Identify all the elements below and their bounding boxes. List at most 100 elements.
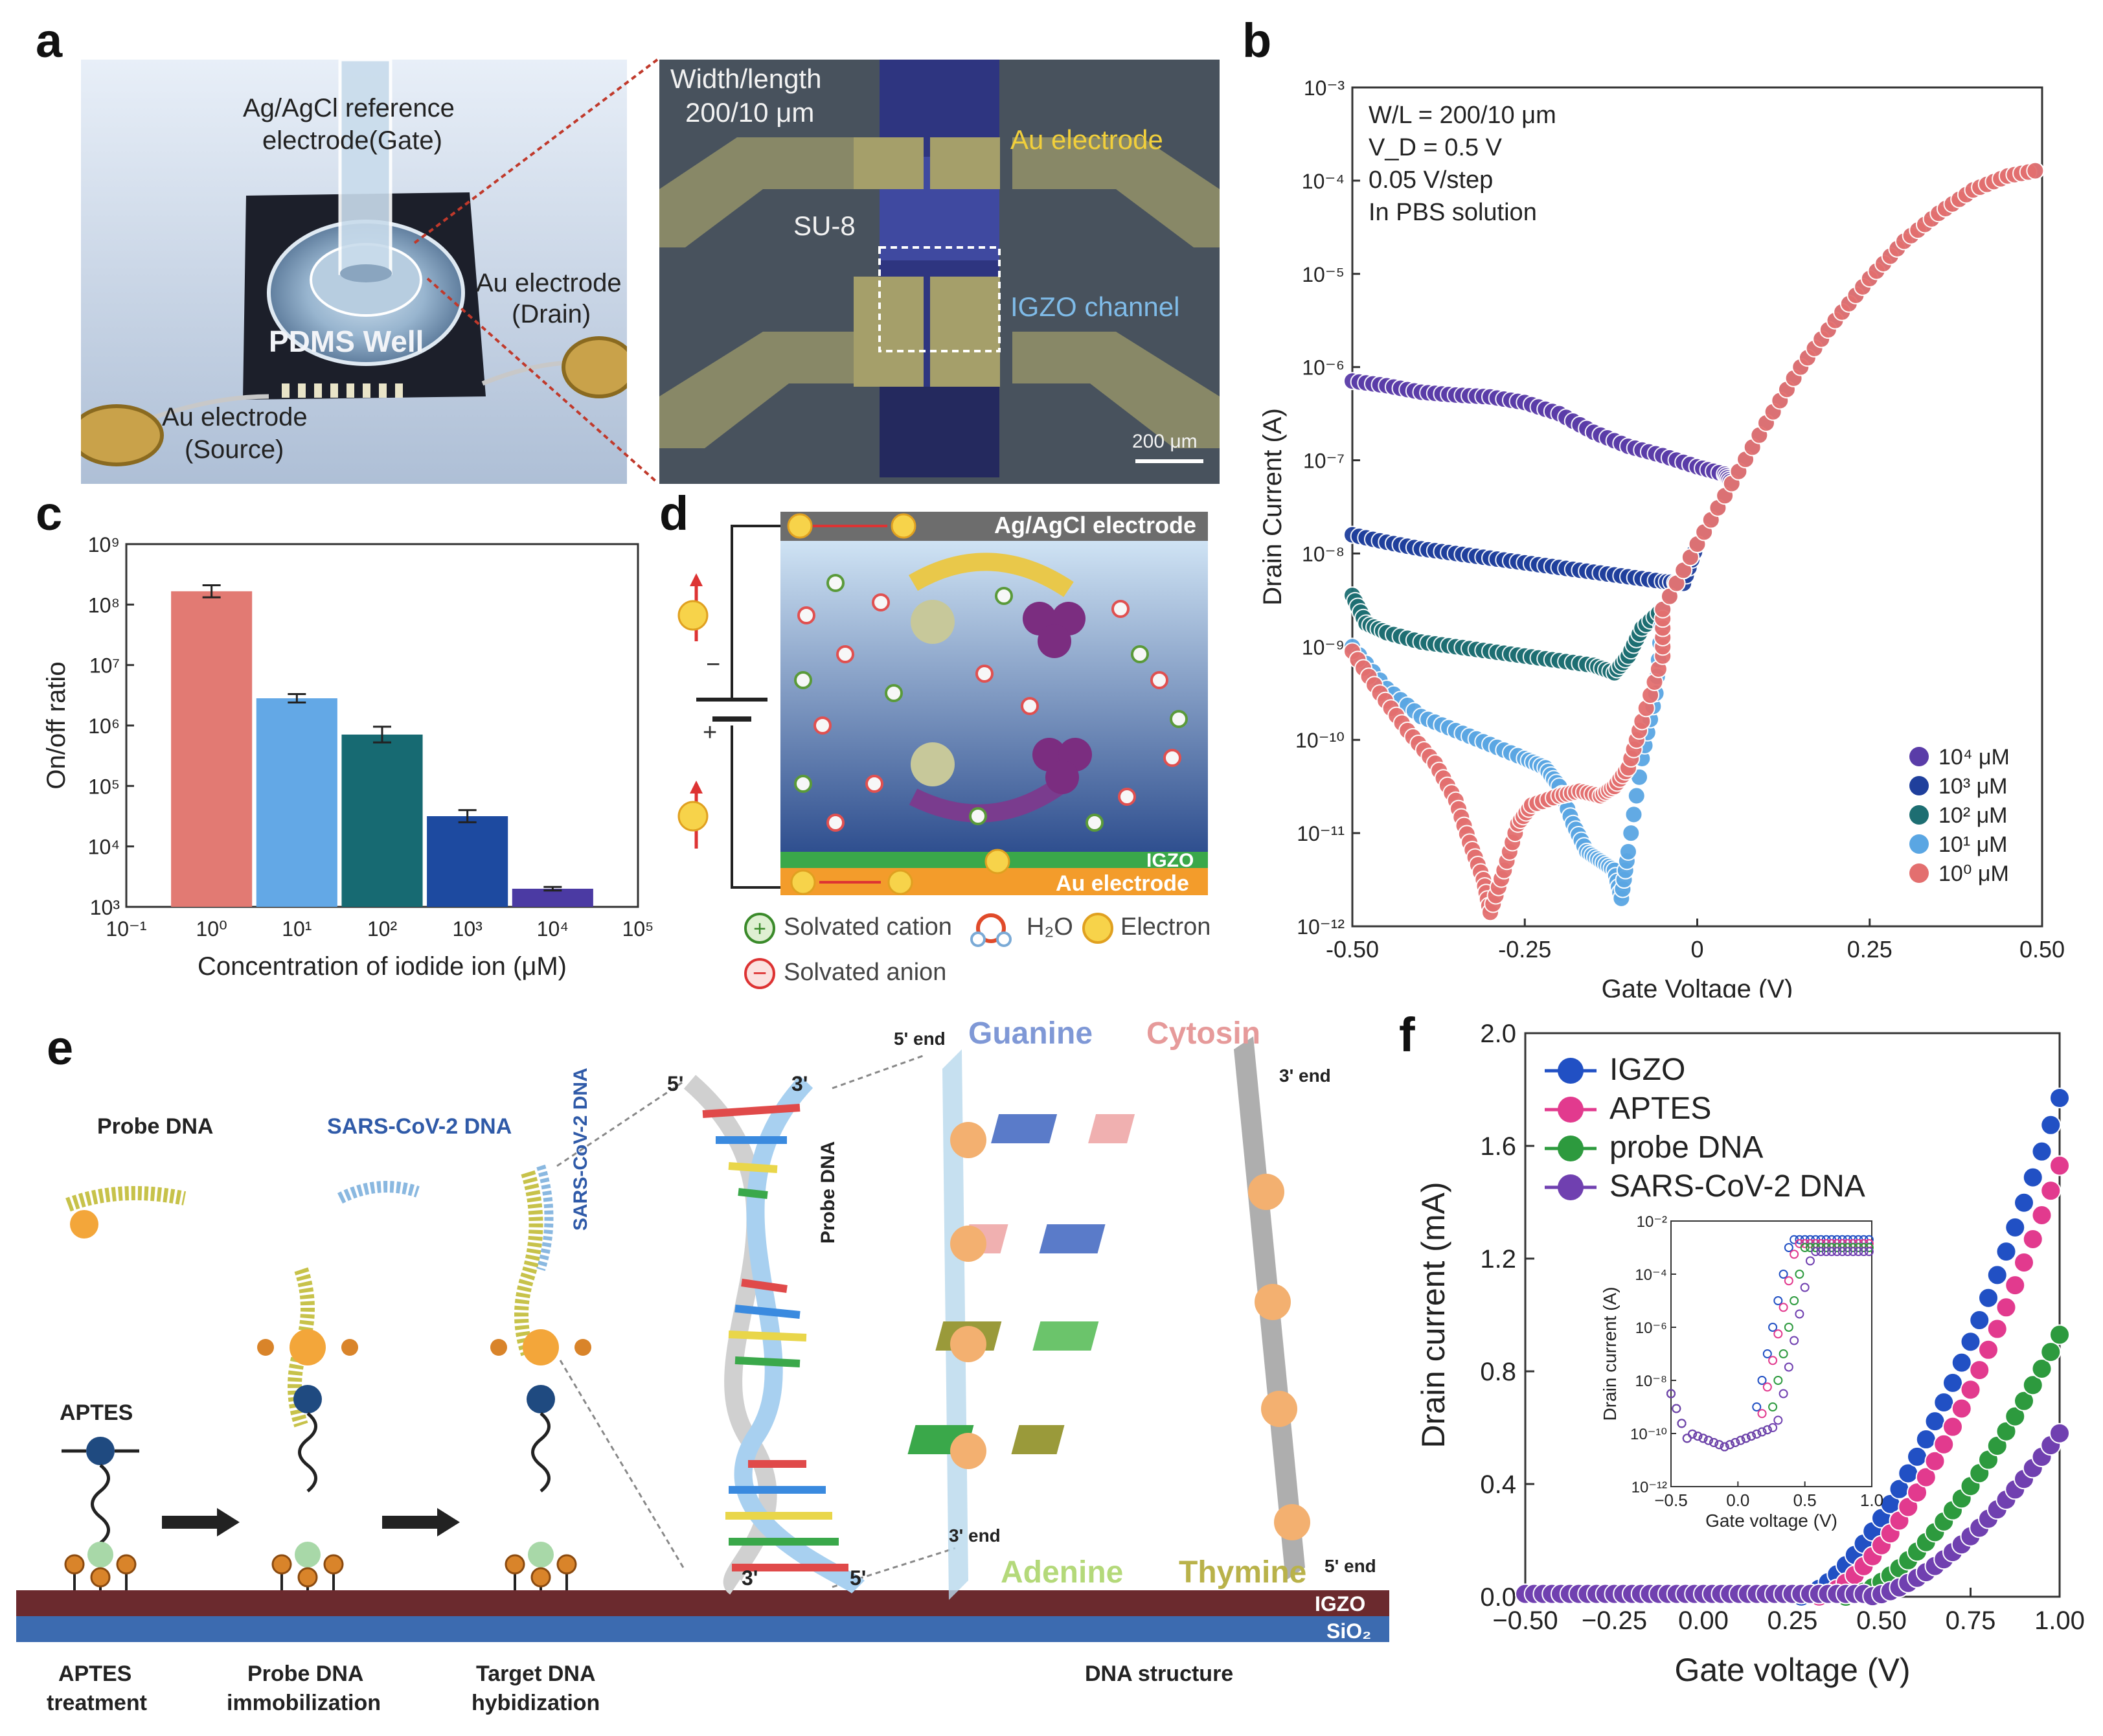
label-width-length: Width/length bbox=[670, 63, 822, 94]
chart-f-point bbox=[1995, 1241, 2017, 1262]
label-dimensions: 200/10 μm bbox=[685, 97, 815, 128]
chart-f-point bbox=[1978, 1287, 1999, 1308]
chart-f-inset-point bbox=[1666, 1389, 1676, 1399]
chart-f-inset-point bbox=[1779, 1270, 1788, 1279]
chart-b-ytick-label: 10⁻⁸ bbox=[1302, 542, 1345, 565]
legend-solvated-cation: Solvated cation bbox=[784, 913, 952, 941]
chart-f-inset-point bbox=[1703, 1435, 1713, 1445]
panel-label-b: b bbox=[1242, 14, 1272, 67]
chart-c-xlabel: Concentration of iodide ion (μM) bbox=[198, 952, 567, 981]
chart-f-inset-point bbox=[1821, 1247, 1831, 1257]
panel-label-a: a bbox=[36, 14, 63, 67]
chart-f-inset-point bbox=[1709, 1437, 1719, 1447]
chart-f-inset-point bbox=[1827, 1247, 1836, 1257]
step-4-label: DNA structure bbox=[1085, 1662, 1234, 1686]
step-2-label-b: immobilization bbox=[227, 1691, 381, 1715]
chart-f-inset-xtick-label: 1.0 bbox=[1860, 1490, 1883, 1510]
chart-b-ytick-label: 10⁻¹² bbox=[1297, 915, 1345, 939]
chart-f-xtick-label: 0.00 bbox=[1678, 1606, 1729, 1635]
chart-f-point bbox=[1924, 1411, 1946, 1432]
chart-f-inset-point bbox=[1864, 1247, 1874, 1257]
chart-f-inset-point bbox=[1779, 1349, 1788, 1358]
chart-b-legend-label: 10⁰ μM bbox=[1938, 862, 2009, 886]
strand-label-probe: Probe DNA bbox=[817, 1141, 839, 1244]
chart-f-point bbox=[2014, 1192, 2034, 1213]
chart-b-annotation: V_D = 0.5 V bbox=[1369, 134, 1503, 161]
label-adenine: Adenine bbox=[1001, 1555, 1124, 1590]
chart-f-point bbox=[1942, 1372, 1963, 1393]
chart-c-ytick-label: 10⁹ bbox=[88, 533, 120, 556]
chart-b-legend-label: 10³ μM bbox=[1938, 774, 2008, 799]
chart-f-inset-point bbox=[1757, 1427, 1767, 1437]
chart-f-inset-point bbox=[1725, 1440, 1734, 1450]
label-3-end-top: 3' end bbox=[1279, 1066, 1331, 1086]
chart-f-inset-point bbox=[1773, 1329, 1783, 1339]
chart-f-inset-point bbox=[1790, 1296, 1799, 1305]
chart-f-legend-marker bbox=[1558, 1136, 1584, 1161]
chart-b-xtick-label: 0.50 bbox=[2019, 936, 2065, 963]
chart-c-xtick-label: 10² bbox=[367, 917, 398, 941]
chart-f-legend-label: IGZO bbox=[1609, 1053, 1685, 1087]
chart-f-point bbox=[2040, 1114, 2062, 1136]
chart-f-point bbox=[1978, 1339, 1999, 1360]
chart-b-ytick-label: 10⁻¹⁰ bbox=[1295, 729, 1345, 752]
chart-b-annotation: In PBS solution bbox=[1369, 199, 1537, 226]
label-source-electrode: Au electrode bbox=[162, 403, 308, 431]
chart-f-inset-point bbox=[1757, 1376, 1767, 1385]
chart-f-point bbox=[1924, 1450, 1946, 1472]
aptes-molecule bbox=[62, 1437, 139, 1590]
strand-label-sars: SARS-CoV-2 DNA bbox=[570, 1068, 591, 1231]
chart-c-bar bbox=[341, 735, 423, 907]
chart-c-bar bbox=[256, 698, 337, 907]
battery-minus: − bbox=[706, 651, 721, 678]
chart-b-legend-marker bbox=[1909, 776, 1929, 795]
chart-f-inset-point bbox=[1811, 1247, 1821, 1257]
chart-f-inset-point bbox=[1832, 1247, 1842, 1257]
schematic-d-drawing bbox=[677, 512, 1208, 895]
channel-micrograph bbox=[659, 60, 1220, 484]
schematic-d-legend-icons: + − bbox=[744, 913, 1113, 989]
chart-f-point bbox=[2031, 1358, 2052, 1380]
chart-f-ytick-label: 0.8 bbox=[1480, 1358, 1516, 1386]
chart-f-inset-point bbox=[1784, 1362, 1793, 1372]
label-probe-dna: Probe DNA bbox=[97, 1114, 214, 1139]
chart-f: −0.50 −0.25 0.00 0.25 0.50 0.75 1.00 0.0 0.4 0.8 1… bbox=[1415, 1020, 2085, 1688]
chart-f-point bbox=[1951, 1398, 1972, 1419]
chart-f-inset-point bbox=[1762, 1425, 1772, 1435]
chart-f-xtick-label: 1.00 bbox=[2034, 1606, 2085, 1635]
chart-f-inset-xtick-label: −0.5 bbox=[1654, 1490, 1687, 1510]
chart-f-legend-marker bbox=[1558, 1097, 1584, 1123]
chart-f-inset-ytick-label: 10⁻² bbox=[1637, 1213, 1667, 1231]
step-2-label-a: Probe DNA bbox=[247, 1662, 364, 1686]
chart-f-inset-point bbox=[1800, 1243, 1810, 1252]
chart-f-inset-ytick-label: 10⁻⁴ bbox=[1635, 1266, 1667, 1284]
label-agagcl-electrode: Ag/AgCl electrode bbox=[994, 512, 1197, 538]
helix-5prime-bottom: 5' bbox=[850, 1566, 867, 1590]
chart-c-xtick-label: 10⁻¹ bbox=[106, 917, 146, 941]
scale-bar-label: 200 μm bbox=[1132, 431, 1198, 452]
chart-f-point bbox=[2022, 1228, 2043, 1250]
label-au-electrode-d: Au electrode bbox=[1056, 871, 1189, 896]
label-igzo-channel: IGZO channel bbox=[1010, 291, 1180, 322]
chart-b-legend-marker bbox=[1909, 834, 1929, 854]
label-su8: SU-8 bbox=[793, 211, 856, 241]
chart-f-inset-point bbox=[1784, 1243, 1793, 1252]
svg-text:−: − bbox=[753, 960, 767, 987]
chart-b-ytick-label: 10⁻⁵ bbox=[1302, 263, 1345, 286]
label-thymine: Thymine bbox=[1179, 1555, 1307, 1590]
chart-f-inset-point bbox=[1688, 1429, 1698, 1439]
label-drain-electrode: Au electrode bbox=[476, 269, 622, 297]
probe-immobilized bbox=[257, 1267, 358, 1590]
chart-f-xlabel: Gate voltage (V) bbox=[1674, 1652, 1910, 1688]
chart-c-xtick-label: 10⁵ bbox=[622, 917, 654, 941]
chart-f-legend-marker bbox=[1558, 1174, 1584, 1200]
label-pdms-well: PDMS Well bbox=[269, 325, 424, 358]
chart-f-inset-point bbox=[1843, 1247, 1852, 1257]
chart-b-legend-label: 10¹ μM bbox=[1938, 832, 2008, 857]
chart-f-inset-point bbox=[1800, 1283, 1810, 1292]
chart-b-ytick-label: 10⁻³ bbox=[1304, 76, 1345, 100]
chart-f-inset-point bbox=[1795, 1270, 1804, 1279]
label-au-electrode-micro: Au electrode bbox=[1010, 124, 1163, 155]
base-pair-ladder bbox=[907, 1036, 1310, 1600]
chart-f-ytick-label: 1.2 bbox=[1480, 1245, 1516, 1273]
